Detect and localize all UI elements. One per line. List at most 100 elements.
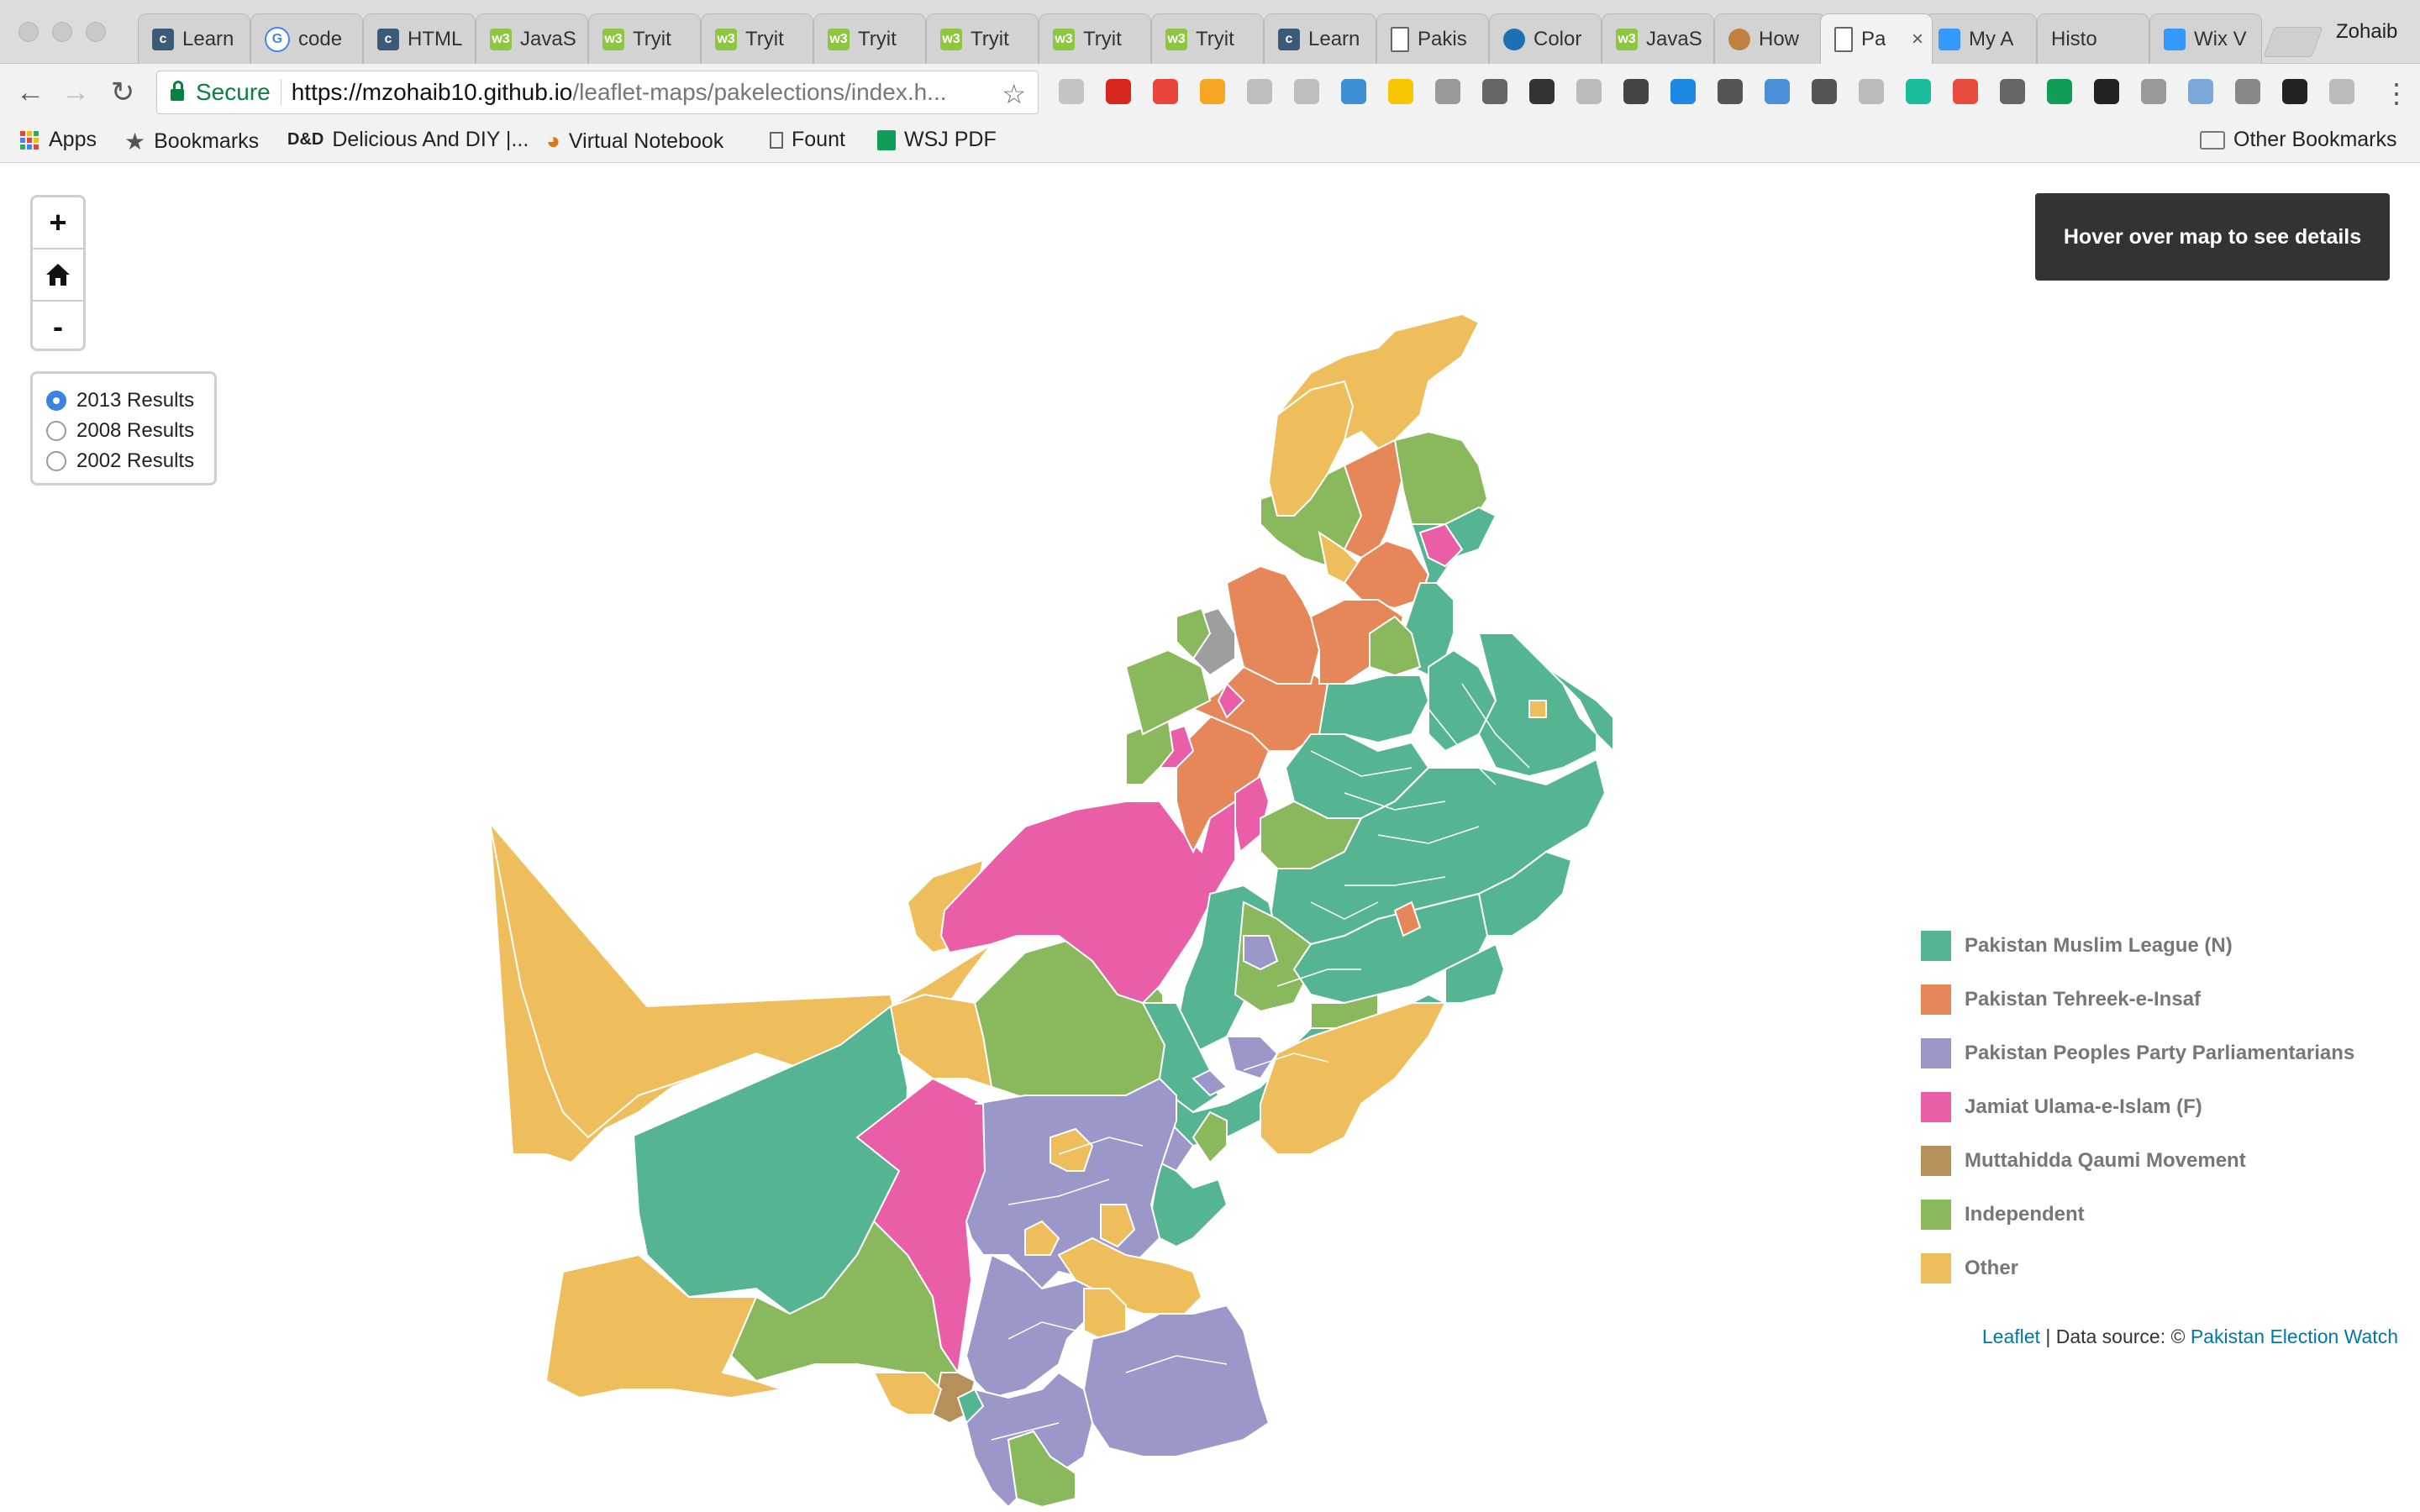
- address-bar[interactable]: Secure https://mzohaib10.github.io/leafl…: [156, 71, 1039, 114]
- district-46[interactable]: [1243, 935, 1279, 971]
- bookmark-virtual-notebook[interactable]: ◕ Virtual Notebook: [546, 128, 723, 155]
- district-51[interactable]: [1192, 1068, 1228, 1097]
- district-68[interactable]: [872, 1372, 943, 1415]
- tab-4[interactable]: w3 Tryit: [588, 13, 701, 64]
- tab-9[interactable]: w3 Tryit: [1151, 13, 1264, 64]
- evernote-extension-icon[interactable]: [2235, 79, 2260, 104]
- ghostery-extension-icon[interactable]: [1670, 79, 1696, 104]
- dark-extension-icon[interactable]: [2282, 79, 2307, 104]
- district-52[interactable]: [1444, 942, 1506, 1004]
- tab-2[interactable]: c HTML: [363, 13, 476, 64]
- district-45[interactable]: [1393, 900, 1422, 937]
- tab-18[interactable]: Wix V: [2149, 13, 2262, 64]
- notes-extension-icon[interactable]: [1388, 79, 1413, 104]
- tab-8[interactable]: w3 Tryit: [1039, 13, 1151, 64]
- amazon-extension-icon[interactable]: [2094, 79, 2119, 104]
- new-tab-button[interactable]: [2263, 27, 2323, 57]
- tab-16[interactable]: My A: [1924, 13, 2037, 64]
- screencast-extension-icon[interactable]: [1482, 79, 1507, 104]
- map-container[interactable]: + - 2013 Results 2008 Results 2002 Results…: [0, 163, 2420, 1512]
- tab-6[interactable]: w3 Tryit: [813, 13, 926, 64]
- district-3[interactable]: [544, 1253, 782, 1399]
- district-65[interactable]: [1007, 1430, 1076, 1509]
- bookmark-apps[interactable]: Apps: [20, 128, 97, 152]
- district-67[interactable]: [956, 1388, 985, 1425]
- radio-button[interactable]: [46, 391, 66, 411]
- district-53[interactable]: [1192, 1110, 1228, 1164]
- radio-button[interactable]: [46, 451, 66, 471]
- chart-extension-icon[interactable]: [1576, 79, 1602, 104]
- hangouts-extension-icon[interactable]: [2047, 79, 2072, 104]
- tab-0[interactable]: c Learn: [138, 13, 250, 64]
- district-36[interactable]: [1528, 700, 1547, 718]
- menu-icon[interactable]: ⋮: [2383, 78, 2410, 108]
- todoist-extension-icon[interactable]: [1953, 79, 1978, 104]
- radio-button[interactable]: [46, 421, 66, 441]
- tab-17[interactable]: Histo: [2037, 13, 2149, 64]
- district-63[interactable]: [1082, 1304, 1270, 1457]
- choropleth-map[interactable]: [0, 163, 2420, 1512]
- pocket-extension-icon[interactable]: [1718, 79, 1743, 104]
- sync-extension-icon[interactable]: [2188, 79, 2213, 104]
- pin-extension-icon[interactable]: [1529, 79, 1555, 104]
- maximize-window-button[interactable]: [86, 22, 106, 42]
- tab-5[interactable]: w3 Tryit: [701, 13, 813, 64]
- forward-icon[interactable]: →: [61, 76, 90, 108]
- district-15[interactable]: [1124, 648, 1212, 736]
- minimize-window-button[interactable]: [52, 22, 72, 42]
- qr-extension-icon[interactable]: [1812, 79, 1837, 104]
- back-icon[interactable]: ←: [16, 76, 45, 108]
- bookmark-other[interactable]: Other Bookmarks: [2200, 128, 2397, 152]
- district-7[interactable]: [889, 993, 1018, 1096]
- radio-2008[interactable]: 2008 Results: [46, 416, 214, 446]
- district-32[interactable]: [1369, 615, 1422, 677]
- hacker-extension-icon[interactable]: [1294, 79, 1319, 104]
- district-55[interactable]: [1150, 1161, 1228, 1248]
- district-19[interactable]: [1217, 682, 1245, 719]
- district-48[interactable]: [1225, 1036, 1279, 1080]
- tab-7[interactable]: w3 Tryit: [926, 13, 1039, 64]
- tab-14[interactable]: How: [1714, 13, 1827, 64]
- district-31[interactable]: [1318, 675, 1430, 744]
- district-28[interactable]: [1418, 522, 1464, 568]
- flipboard-extension-icon[interactable]: [1106, 79, 1131, 104]
- profile-name[interactable]: Zohaib: [2336, 20, 2398, 43]
- reload-icon[interactable]: ↻: [110, 76, 135, 108]
- radio-2013[interactable]: 2013 Results: [46, 386, 214, 416]
- district-35[interactable]: [1545, 666, 1614, 753]
- district-22[interactable]: [1276, 312, 1481, 450]
- idea-extension-icon[interactable]: [2000, 79, 2025, 104]
- district-58[interactable]: [1100, 1204, 1136, 1248]
- district-18[interactable]: [1225, 564, 1321, 685]
- district-61[interactable]: [965, 1253, 1094, 1399]
- leaflet-link[interactable]: Leaflet: [1981, 1326, 2040, 1347]
- favorites-extension-icon[interactable]: [1200, 79, 1225, 104]
- tab-10[interactable]: c Learn: [1264, 13, 1376, 64]
- zoom-in-button[interactable]: +: [33, 197, 83, 249]
- district-59[interactable]: [1024, 1220, 1060, 1256]
- ublock-extension-icon[interactable]: [2329, 79, 2354, 104]
- opera-extension-icon[interactable]: [1153, 79, 1178, 104]
- district-1[interactable]: [488, 820, 901, 1139]
- bookmark-wsj[interactable]: WSJ PDF: [877, 128, 997, 152]
- bookmark-star-icon[interactable]: ☆: [1002, 79, 1026, 109]
- tab-12[interactable]: Color: [1489, 13, 1602, 64]
- tab-15[interactable]: Pa ×: [1820, 13, 1933, 64]
- privacy-extension-icon[interactable]: [1435, 79, 1460, 104]
- district-44[interactable]: [1477, 850, 1573, 937]
- close-window-button[interactable]: [18, 22, 39, 42]
- bookmark-bookmarks[interactable]: ★ Bookmarks: [124, 128, 259, 155]
- search-extension-icon[interactable]: [1247, 79, 1272, 104]
- district-50[interactable]: [1260, 1002, 1447, 1155]
- bookmark-fount[interactable]: Fount: [770, 128, 845, 152]
- bookmark-delicious[interactable]: D&D Delicious And DIY |...: [287, 128, 529, 152]
- cast-extension-icon[interactable]: [1059, 79, 1084, 104]
- district-17[interactable]: [1176, 606, 1212, 660]
- district-23[interactable]: [1343, 438, 1405, 559]
- close-tab-icon[interactable]: ×: [1911, 27, 1923, 50]
- radio-2002[interactable]: 2002 Results: [46, 446, 214, 476]
- clipper-extension-icon[interactable]: [1859, 79, 1884, 104]
- home-button[interactable]: [33, 249, 83, 302]
- target-extension-icon[interactable]: [1623, 79, 1649, 104]
